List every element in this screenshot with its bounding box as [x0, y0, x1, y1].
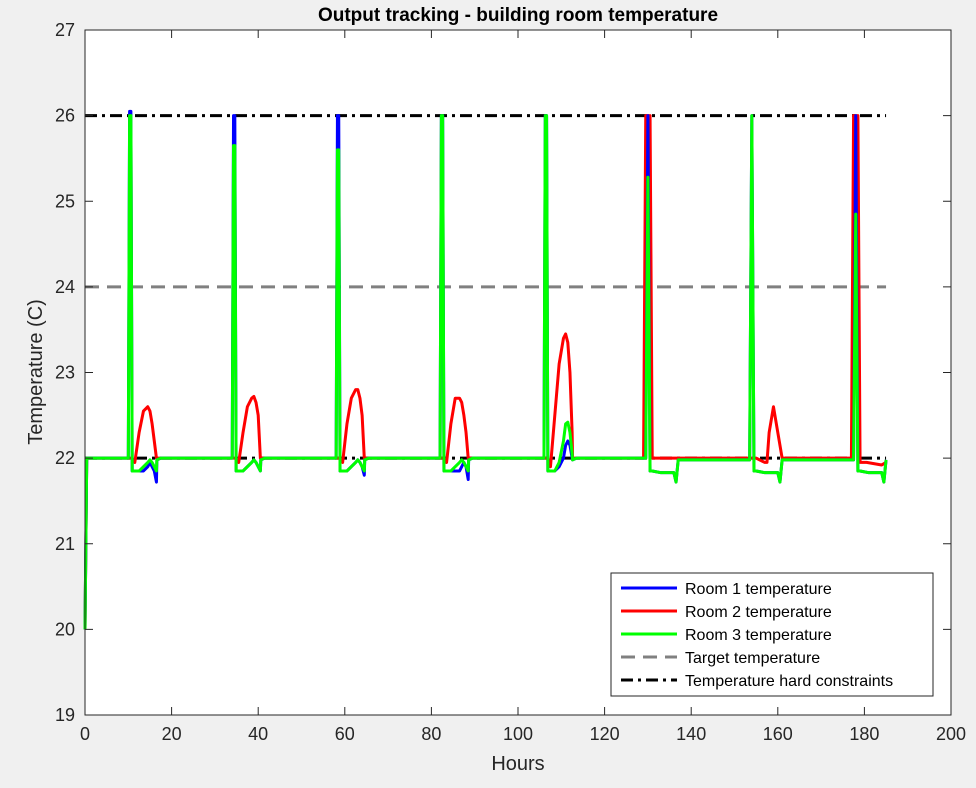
legend-label-room-2-temperature: Room 2 temperature [685, 604, 832, 621]
x-tick-label: 80 [421, 724, 441, 744]
y-tick-label: 22 [55, 448, 75, 468]
x-tick-label: 180 [849, 724, 879, 744]
legend-label-room-3-temperature: Room 3 temperature [685, 627, 832, 644]
x-tick-label: 0 [80, 724, 90, 744]
y-axis-label: Temperature (C) [25, 299, 47, 445]
y-tick-label: 26 [55, 106, 75, 126]
legend-label-target-temperature: Target temperature [685, 650, 820, 667]
legend-label-temperature-hard-constraints: Temperature hard constraints [685, 673, 893, 690]
x-tick-label: 200 [936, 724, 966, 744]
x-tick-label: 60 [335, 724, 355, 744]
legend: Room 1 temperature Room 2 temperature Room… [610, 572, 934, 697]
y-tick-label: 25 [55, 191, 75, 211]
y-tick-label: 24 [55, 277, 75, 297]
y-tick-label: 19 [55, 705, 75, 725]
y-tick-label: 20 [55, 619, 75, 639]
y-tick-label: 27 [55, 20, 75, 40]
x-tick-label: 100 [503, 724, 533, 744]
y-tick-label: 21 [55, 534, 75, 554]
x-tick-label: 40 [248, 724, 268, 744]
x-axis-label: Hours [491, 753, 544, 775]
x-tick-label: 140 [676, 724, 706, 744]
axes-layer: 0 20 40 60 80 100 120 140 160 180 200 19 20 21 22 23 24 2… [55, 20, 966, 744]
legend-label-room-1-temperature: Room 1 temperature [685, 581, 832, 598]
x-tick-label: 120 [590, 724, 620, 744]
series-layer [83, 109, 888, 630]
series-room-3-temperature [83, 114, 888, 630]
x-tick-label: 20 [162, 724, 182, 744]
y-tick-label: 23 [55, 363, 75, 383]
chart-title: Output tracking - building room temperat… [318, 5, 718, 26]
x-tick-label: 160 [763, 724, 793, 744]
